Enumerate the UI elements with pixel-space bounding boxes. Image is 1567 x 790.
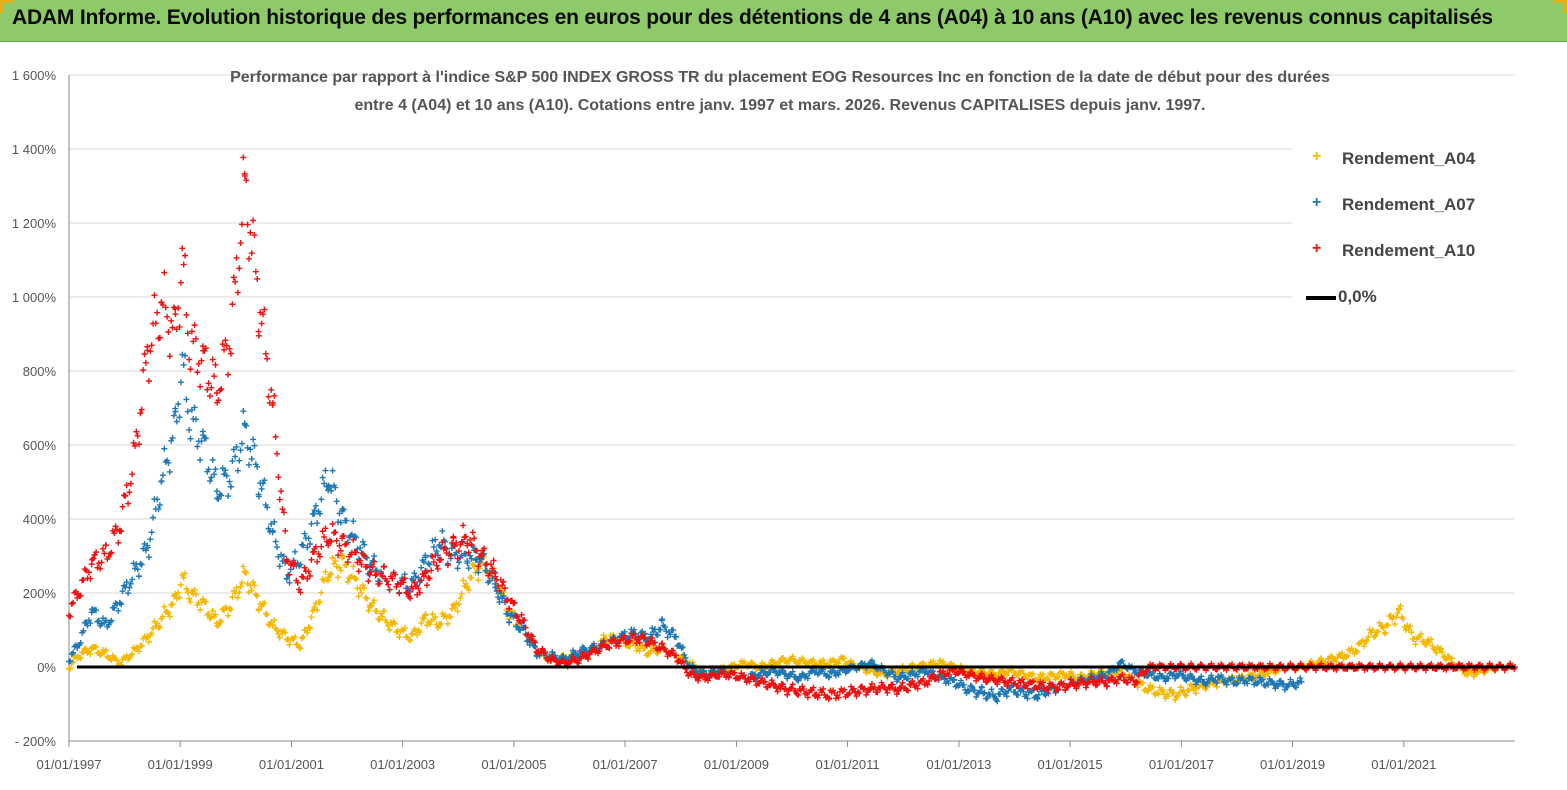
zero-line-swatch bbox=[1306, 296, 1336, 300]
chart-title: Performance par rapport à l'indice S&P 5… bbox=[130, 64, 1430, 120]
series-rendement-a04 bbox=[66, 552, 1514, 703]
chart-title-line-2: entre 4 (A04) et 10 ans (A10). Cotations… bbox=[354, 97, 1206, 114]
legend-item-a04: + Rendement_A04 bbox=[1292, 146, 1522, 176]
y-tick-label: 200% bbox=[23, 586, 57, 601]
page-title: ADAM Informe. Evolution historique des p… bbox=[12, 6, 1493, 29]
y-tick-label: 1 600% bbox=[12, 68, 57, 83]
y-tick-label: 800% bbox=[23, 364, 57, 379]
plus-marker-icon: + bbox=[1312, 148, 1322, 165]
x-tick-label: 01/01/1999 bbox=[148, 757, 213, 772]
chart-legend: + Rendement_A04 + Rendement_A07 + Rendem… bbox=[1292, 138, 1522, 318]
chart-svg: - 200% 0% 200% 400% 600% 800% 1 000% 1 200% 1 40… bbox=[12, 68, 1518, 772]
x-tick-label: 01/01/2015 bbox=[1038, 757, 1103, 772]
series-rendement-a07-markers bbox=[66, 351, 1305, 705]
legend-label-zero: 0,0% bbox=[1338, 287, 1377, 306]
y-tick-label: 400% bbox=[23, 512, 57, 527]
plus-marker-icon: + bbox=[1312, 194, 1322, 211]
y-tick-label: 1 400% bbox=[12, 142, 57, 157]
plus-marker-icon: + bbox=[1312, 240, 1322, 257]
x-tick-label: 01/01/2021 bbox=[1371, 757, 1436, 772]
x-tick-label: 01/01/2013 bbox=[926, 757, 991, 772]
y-tick-label: 600% bbox=[23, 438, 57, 453]
legend-item-zero: 0,0% bbox=[1292, 284, 1522, 314]
y-tick-label: 1 200% bbox=[12, 216, 57, 231]
header-banner: ADAM Informe. Evolution historique des p… bbox=[0, 0, 1567, 42]
x-tick-label: 01/01/2019 bbox=[1260, 757, 1325, 772]
x-tick-label: 01/01/2011 bbox=[816, 757, 880, 772]
legend-label-a10: Rendement_A10 bbox=[1342, 241, 1476, 260]
chart-title-line-1: Performance par rapport à l'indice S&P 5… bbox=[230, 69, 1330, 86]
corner-marker bbox=[0, 0, 13, 13]
x-tick-label: 01/01/2009 bbox=[704, 757, 769, 772]
y-tick-label: 1 000% bbox=[12, 290, 57, 305]
legend-label-a04: Rendement_A04 bbox=[1342, 149, 1476, 168]
y-tick-label: - 200% bbox=[15, 734, 57, 749]
legend-label-a07: Rendement_A07 bbox=[1342, 195, 1476, 214]
x-tick-label: 01/01/2007 bbox=[593, 757, 658, 772]
legend-item-a07: + Rendement_A07 bbox=[1292, 192, 1522, 222]
x-tick-label: 01/01/2003 bbox=[370, 757, 435, 772]
corner-marker bbox=[1554, 0, 1567, 13]
x-tick-label: 01/01/2005 bbox=[481, 757, 546, 772]
x-tick-label: 01/01/2001 bbox=[259, 757, 324, 772]
x-tick-label: 01/01/2017 bbox=[1149, 757, 1214, 772]
legend-item-a10: + Rendement_A10 bbox=[1292, 238, 1522, 268]
series-rendement-a07 bbox=[66, 351, 1305, 705]
x-tick-label: 01/01/1997 bbox=[36, 757, 101, 772]
y-tick-label: 0% bbox=[37, 660, 56, 675]
series-rendement-a04-markers bbox=[66, 552, 1514, 703]
